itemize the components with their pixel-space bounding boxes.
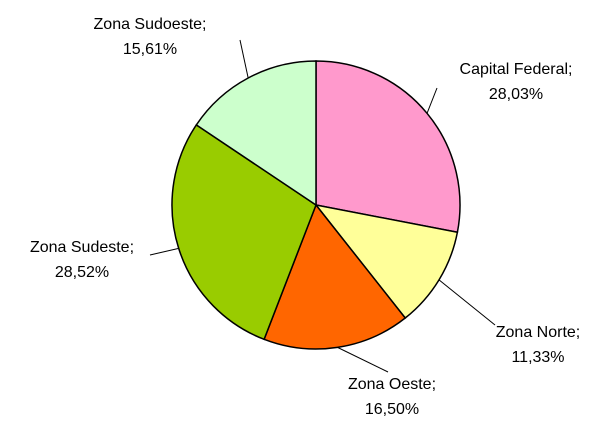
pie-slice: [195, 60, 317, 207]
leader-line: [426, 87, 438, 114]
slice-value-label: 11,33%: [511, 349, 564, 366]
slice-label: Capital Federal;: [460, 61, 573, 78]
slice-label: Zona Sudoeste;: [94, 16, 207, 33]
slice-label: Zona Oeste;: [348, 376, 436, 393]
leader-line: [239, 39, 249, 79]
slice-value-label: 28,03%: [489, 86, 543, 103]
pie-slice: [314, 203, 459, 320]
slice-label: Zona Sudeste;: [30, 239, 134, 256]
leader-line: [438, 279, 496, 326]
leader-line: [149, 247, 179, 256]
slice-value-label: 15,61%: [123, 41, 177, 58]
slice-value-label: 28,52%: [55, 264, 109, 281]
slice-label: Zona Norte;: [496, 324, 580, 341]
pie-slice: [315, 60, 461, 234]
pie-slice: [263, 203, 407, 350]
pie-slice: [171, 123, 317, 341]
leader-line: [337, 346, 389, 373]
slice-value-label: 16,50%: [365, 401, 419, 418]
